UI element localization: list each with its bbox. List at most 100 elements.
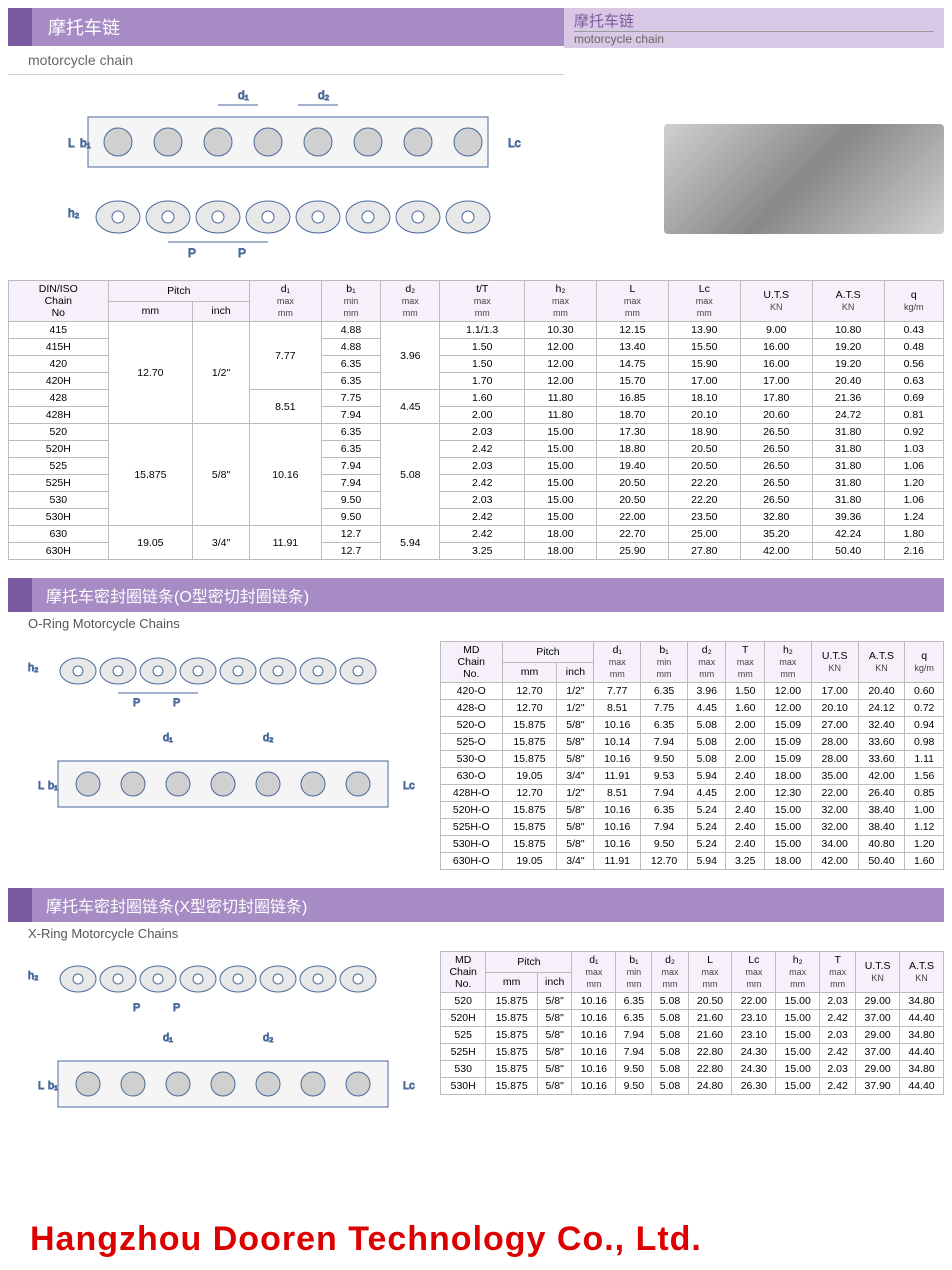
cell: 18.70 xyxy=(596,407,668,424)
cell: 35.20 xyxy=(740,526,812,543)
cell: 5/8" xyxy=(537,1027,572,1044)
svg-text:P: P xyxy=(173,697,180,709)
svg-text:h₂: h₂ xyxy=(28,970,38,982)
cell: 12.00 xyxy=(765,700,812,717)
spec-table-1: DIN/ISOChainNo Pitch d₁maxmm b₁minmm d₂m… xyxy=(8,280,944,560)
cell: 6.35 xyxy=(616,1010,652,1027)
th-h2: h₂maxmm xyxy=(524,281,596,322)
cell: 17.80 xyxy=(740,390,812,407)
cell: 0.72 xyxy=(905,700,944,717)
title-cn: 摩托车链 xyxy=(8,8,564,46)
cell: 39.36 xyxy=(812,509,884,526)
cell: 5.94 xyxy=(381,526,440,560)
th-lc: Lcmaxmm xyxy=(668,281,740,322)
cell: 1/2" xyxy=(557,700,594,717)
cell: 5/8" xyxy=(557,836,594,853)
cell: 525-O xyxy=(441,734,503,751)
cell: 22.20 xyxy=(668,475,740,492)
cell: 34.80 xyxy=(900,1061,944,1078)
cell: 15.875 xyxy=(502,717,557,734)
cell: 525H xyxy=(441,1044,486,1061)
cell: 18.00 xyxy=(524,543,596,560)
cell: 15.00 xyxy=(776,1044,820,1061)
cell: 50.40 xyxy=(812,543,884,560)
cell: 2.40 xyxy=(726,819,765,836)
cell: 5.08 xyxy=(652,1010,688,1027)
cell: 10.30 xyxy=(524,322,596,339)
cell: 29.00 xyxy=(856,993,900,1010)
spec-table-3: MDChainNo. Pitch d₁maxmm b₁minmm d₂maxmm… xyxy=(440,951,944,1095)
cell: 2.42 xyxy=(820,1044,856,1061)
cell: 12.70 xyxy=(502,700,557,717)
cell: 9.50 xyxy=(616,1078,652,1095)
cell: 38.40 xyxy=(858,819,905,836)
cell: 15.875 xyxy=(108,424,193,526)
cell: 37.00 xyxy=(856,1010,900,1027)
cell: 16.00 xyxy=(740,339,812,356)
cell: 17.30 xyxy=(596,424,668,441)
cell: 31.80 xyxy=(812,492,884,509)
cell: 21.36 xyxy=(812,390,884,407)
section2-title-cn: 摩托车密封圈链条(O型密切封圈链条) xyxy=(8,578,944,612)
th-d2: d₂maxmm xyxy=(381,281,440,322)
cell: 525 xyxy=(441,1027,486,1044)
cell: 15.875 xyxy=(486,1044,538,1061)
table-row: 52515.8755/8"10.167.945.0821.6023.1015.0… xyxy=(441,1027,944,1044)
cell: 2.03 xyxy=(820,993,856,1010)
cell: 1.24 xyxy=(884,509,943,526)
svg-text:P: P xyxy=(133,1002,140,1014)
cell: 24.30 xyxy=(732,1061,776,1078)
t3-l: Lmaxmm xyxy=(688,952,732,993)
cell: 9.50 xyxy=(321,509,380,526)
cell: 9.50 xyxy=(641,836,688,853)
cell: 525H xyxy=(9,475,109,492)
cell: 20.10 xyxy=(811,700,858,717)
cell: 2.16 xyxy=(884,543,943,560)
svg-text:L: L xyxy=(38,780,44,792)
cell: 5.94 xyxy=(687,768,726,785)
svg-text:L: L xyxy=(68,136,75,150)
cell: 1.20 xyxy=(884,475,943,492)
page-header: 摩托车链 motorcycle chain 摩托车链 motorcycle ch… xyxy=(8,8,944,75)
th-pitch: Pitch xyxy=(108,281,249,302)
cell: 9.00 xyxy=(740,322,812,339)
cell: 15.875 xyxy=(486,1010,538,1027)
cell: 23.50 xyxy=(668,509,740,526)
cell: 26.50 xyxy=(740,441,812,458)
cell: 19.05 xyxy=(502,853,557,870)
cell: 7.94 xyxy=(321,475,380,492)
cell: 6.35 xyxy=(616,993,652,1010)
cell: 7.94 xyxy=(321,407,380,424)
cell: 7.94 xyxy=(641,734,688,751)
cell: 29.00 xyxy=(856,1027,900,1044)
t3-d1: d₁maxmm xyxy=(572,952,616,993)
cell: 4.45 xyxy=(687,700,726,717)
cell: 15.875 xyxy=(502,734,557,751)
th-chain-no: DIN/ISOChainNo xyxy=(9,281,109,322)
cell: 42.00 xyxy=(811,853,858,870)
t3-lc: Lcmaxmm xyxy=(732,952,776,993)
table-row: 63019.053/4"11.9112.75.942.4218.0022.702… xyxy=(9,526,944,543)
cell: 5/8" xyxy=(193,424,250,526)
section3-title-cn: 摩托车密封圈链条(X型密切封圈链条) xyxy=(8,888,944,922)
cell: 18.00 xyxy=(765,853,812,870)
th-q: qkg/m xyxy=(884,281,943,322)
cell: 15.00 xyxy=(765,819,812,836)
cell: 19.40 xyxy=(596,458,668,475)
table-row: 52015.8755/8"10.166.355.0820.5022.0015.0… xyxy=(441,993,944,1010)
cell: 22.00 xyxy=(811,785,858,802)
cell: 2.03 xyxy=(820,1027,856,1044)
cell: 428H xyxy=(9,407,109,424)
table-row: 525H-O15.8755/8"10.167.945.242.4015.0032… xyxy=(441,819,944,836)
cell: 31.80 xyxy=(812,424,884,441)
cell: 18.00 xyxy=(524,526,596,543)
cell: 7.75 xyxy=(321,390,380,407)
cell: 8.51 xyxy=(594,700,641,717)
cell: 630H xyxy=(9,543,109,560)
cell: 22.00 xyxy=(732,993,776,1010)
cell: 27.80 xyxy=(668,543,740,560)
cell: 26.40 xyxy=(858,785,905,802)
cell: 5.24 xyxy=(687,836,726,853)
cell: 10.16 xyxy=(572,1010,616,1027)
section2-title-en: O-Ring Motorcycle Chains xyxy=(8,612,944,641)
